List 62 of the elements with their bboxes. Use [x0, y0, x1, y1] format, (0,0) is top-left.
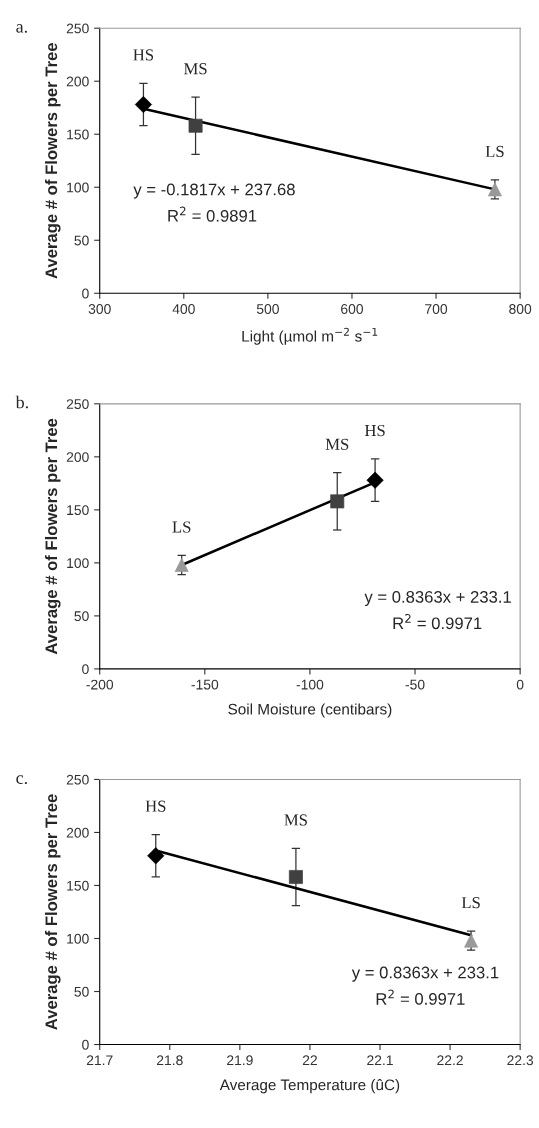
y-axis-title: Average # of Flowers per Tree: [44, 418, 61, 655]
y-tick-label: 100: [67, 182, 89, 193]
series-label: LS: [485, 145, 504, 157]
y-tick-label: 150: [67, 505, 89, 516]
x-tick-label: 22.2: [437, 1055, 463, 1066]
y-tick-label: 250: [66, 23, 89, 34]
annotation: y = 0.8363x + 233.1: [364, 591, 511, 607]
point: [134, 95, 153, 114]
x-axis-title: Average Temperature (ûC): [219, 1079, 400, 1094]
y-tick-label: 50: [74, 235, 89, 246]
annotation: R$^{2}$ = 0.9971: [393, 613, 482, 630]
text: HS: [145, 800, 166, 812]
x-tick-label: 800: [509, 304, 532, 314]
y-tick-label: 150: [67, 880, 89, 891]
y-tick-label: 0: [82, 664, 89, 675]
y-tick-label: 200: [66, 827, 89, 838]
text: MS: [184, 63, 207, 75]
y-tick-label: 200: [66, 452, 89, 463]
x-tick-label: 600: [341, 304, 364, 314]
annotation: y = -0.1817x + 237.68: [133, 183, 295, 199]
x-tick-label: 22.1: [367, 1055, 393, 1066]
x-tick-label: 500: [256, 304, 279, 314]
x-tick-label: -150: [191, 679, 219, 690]
y-tick-label: 250: [66, 774, 89, 785]
x-axis-title: Light (µmol m$^{−2}$ s$^{−1}$: [242, 327, 378, 345]
annotation: R$^{2}$ = 0.9891: [168, 206, 257, 222]
series-label: LS: [461, 897, 480, 909]
x-tick-label: 0: [516, 679, 524, 690]
y-tick-label: 0: [82, 288, 89, 299]
text: HS: [364, 424, 385, 437]
x-tick-label: 22.3: [507, 1055, 534, 1066]
x-tick-label: 700: [425, 304, 448, 314]
y-tick-label: 50: [74, 986, 89, 997]
y-tick-label: 0: [82, 1039, 89, 1050]
y-tick-label: 250: [66, 399, 89, 409]
y-tick-label: 150: [67, 129, 89, 140]
y-axis-title: Average # of Flowers per Tree: [44, 794, 61, 1030]
text: MS: [284, 814, 307, 826]
chart-title: c.: [16, 775, 27, 785]
x-tick-label: 400: [172, 304, 195, 314]
x-tick-label: -100: [296, 679, 324, 690]
chart-title: b.: [15, 395, 28, 409]
annotation: R$^{2}$ = 0.9971: [376, 989, 465, 1005]
x-tick-label: 21.9: [227, 1055, 253, 1066]
x-tick-label: 21.8: [156, 1055, 183, 1066]
x-tick-label: 300: [88, 304, 111, 314]
y-axis-title: Average # of Flowers per Tree: [44, 43, 61, 279]
y-tick-label: 100: [67, 558, 89, 569]
chart-title: a.: [16, 24, 27, 33]
x-tick-label: 22: [302, 1055, 317, 1066]
y-tick-label: 200: [66, 76, 89, 87]
y-tick-label: 100: [67, 933, 89, 944]
text: MS: [325, 438, 349, 450]
y-tick-label: 50: [74, 611, 89, 622]
point: [366, 471, 384, 489]
x-tick-label: -50: [405, 679, 425, 690]
text: HS: [133, 49, 154, 61]
x-axis-title: Soil Moisture (centibars): [228, 703, 392, 718]
x-tick-label: 21.7: [86, 1055, 113, 1066]
series-label: LS: [172, 521, 191, 533]
annotation: y = 0.8363x + 233.1: [351, 966, 499, 982]
x-tick-label: -200: [86, 679, 114, 690]
